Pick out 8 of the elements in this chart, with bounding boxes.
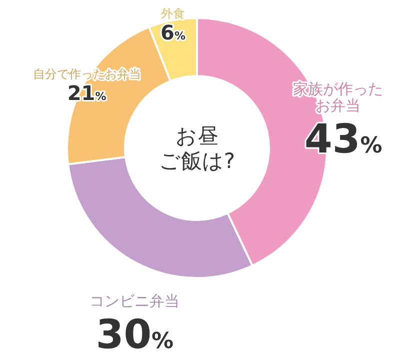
category-label: 自分で作ったお弁当	[32, 67, 141, 82]
category-label: 外食	[161, 6, 186, 21]
value-label: 30%	[96, 312, 174, 358]
title: ご飯は?	[158, 149, 236, 173]
category-label: コンビニ弁当	[90, 292, 180, 310]
value-label: 6%	[160, 20, 186, 45]
title: お昼	[176, 124, 218, 148]
value-label: 43%	[304, 116, 382, 162]
